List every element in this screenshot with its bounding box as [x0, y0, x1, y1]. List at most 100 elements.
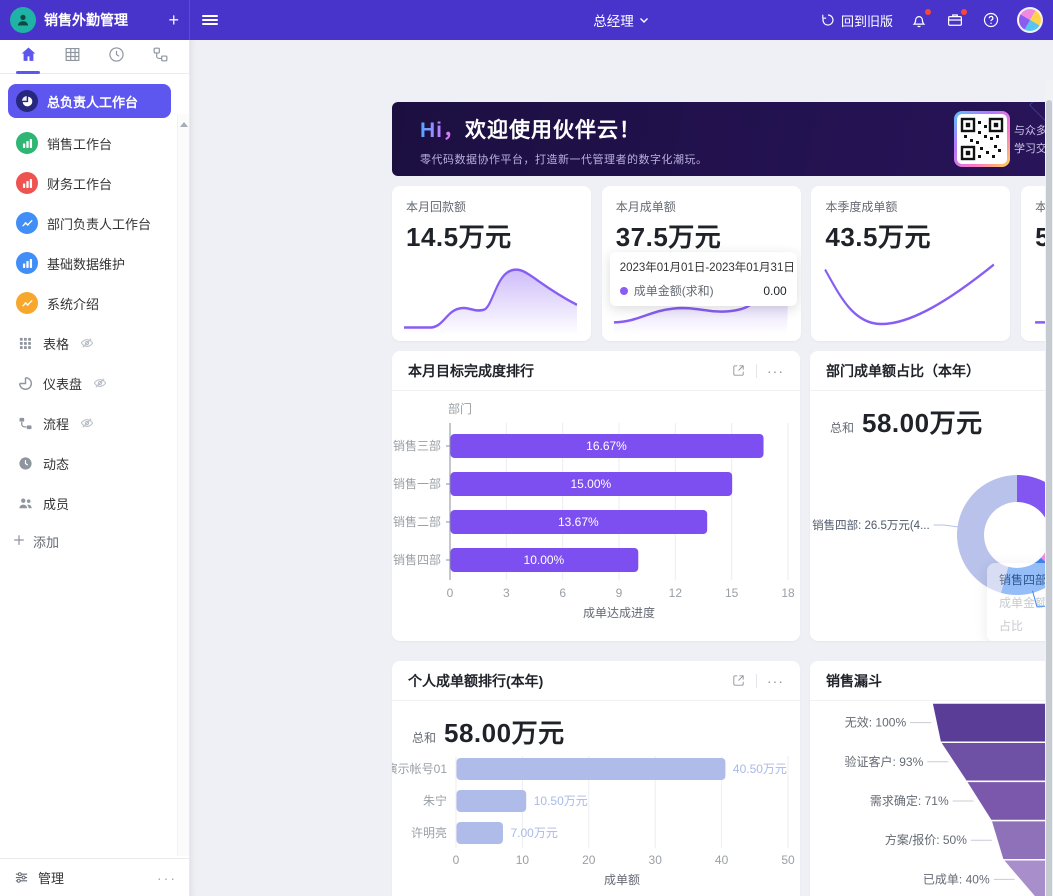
scroll-up-arrow[interactable]: [180, 122, 188, 127]
series-dot: [619, 286, 628, 295]
card-title: 部门成单额占比（本年）: [826, 362, 980, 379]
svg-text:无效: 100%: 无效: 100%: [845, 715, 907, 730]
sidebar-add-button[interactable]: 添加: [8, 528, 171, 555]
card-header: 部门成单额占比（本年） ···: [810, 351, 1053, 391]
bar-chart-icon: [16, 132, 38, 154]
role-selector-wrap: 总经理: [190, 0, 1053, 40]
sidebar-item-label: 财务工作台: [47, 176, 113, 192]
org-icon: [151, 45, 170, 69]
history-icon: [107, 45, 126, 69]
sidebar-scrollbar[interactable]: [177, 114, 189, 856]
svg-text:30: 30: [649, 853, 663, 867]
stat-value: 43.5万元: [825, 222, 931, 252]
donut-total: 总和 58.00万元: [830, 408, 983, 438]
bell-icon: [912, 16, 926, 28]
svg-text:15: 15: [725, 586, 739, 600]
home-icon: [19, 45, 38, 69]
manage-more-button[interactable]: ···: [157, 869, 177, 886]
svg-text:9: 9: [616, 586, 623, 600]
sidebar-item[interactable]: 财务工作台: [8, 168, 171, 198]
add-app-button[interactable]: +: [168, 10, 179, 30]
stat-tooltip: 2023年01月01日-2023年01月31日 成单金额(求和) 0.00: [609, 252, 797, 306]
sidebar-item-label: 基础数据维护: [47, 256, 126, 272]
card-personal-ranking: 个人成单额排行(本年) ··· 总和 58.00万元 0 10 20 30 40 50 演示…: [392, 661, 800, 896]
back-to-old-version-button[interactable]: 回到旧版: [820, 11, 893, 30]
card-title: 本月目标完成度排行: [408, 362, 534, 379]
manage-label[interactable]: 管理: [38, 871, 65, 886]
sidebar-tab-history[interactable]: [95, 40, 139, 73]
svg-text:40: 40: [715, 853, 729, 867]
page-scrollbar[interactable]: [1045, 80, 1053, 896]
more-options-button[interactable]: ···: [767, 362, 784, 379]
griddots-icon: [16, 334, 34, 352]
app-logo: [10, 7, 36, 33]
gauge-icon: [16, 374, 34, 392]
card-header: 本月目标完成度排行 ···: [392, 351, 800, 391]
sidebar-item-label: 动态: [43, 456, 70, 472]
svg-text:销售三部: 销售三部: [393, 438, 441, 453]
sidebar-item[interactable]: 总负责人工作台: [8, 84, 171, 118]
sidebar: 总负责人工作台销售工作台财务工作台部门负责人工作台基础数据维护系统介绍表格仪表盘…: [0, 40, 190, 896]
app-header-left: 销售外勤管理 +: [0, 0, 190, 40]
eye-off-icon[interactable]: [80, 336, 94, 350]
sidebar-item[interactable]: 系统介绍: [8, 288, 171, 318]
user-avatar[interactable]: [1017, 7, 1043, 33]
svg-text:许明亮: 许明亮: [411, 825, 447, 840]
eye-off-icon[interactable]: [93, 376, 107, 390]
qr-code: [954, 111, 1010, 167]
sidebar-footer: 管理 ···: [0, 858, 189, 896]
stat-label: 本月成单额: [615, 200, 676, 214]
banner-title: Hi，欢迎使用伙伴云！: [420, 119, 641, 142]
menu-toggle-button[interactable]: [202, 13, 218, 27]
qr-caption: 与众多新一代优秀管理者 学习交流，打造你的专属CRM: [1013, 125, 1053, 155]
help-button[interactable]: [981, 10, 1001, 30]
stat-label: 本月回款额: [406, 200, 467, 214]
sidebar-item[interactable]: 成员: [8, 488, 171, 518]
eye-off-icon[interactable]: [80, 416, 94, 430]
svg-text:12: 12: [669, 586, 683, 600]
svg-text:销售二部: 销售二部: [393, 514, 441, 529]
sidebar-item[interactable]: 仪表盘: [8, 368, 171, 398]
series-label: 成单金额(求和): [633, 284, 714, 298]
svg-text:成单额: 成单额: [604, 873, 640, 887]
table-icon: [63, 45, 82, 69]
more-options-button[interactable]: ···: [767, 672, 784, 689]
sidebar-item-label: 表格: [43, 336, 70, 352]
stat-value: 37.5万元: [615, 222, 722, 252]
scrollbar-thumb[interactable]: [1046, 100, 1052, 896]
welcome-banner: Hi，欢迎使用伙伴云！ 零代码数据协作平台，打造新一代管理者的数字化潮玩。 与众…: [392, 102, 1053, 176]
sidebar-item[interactable]: 部门负责人工作台: [8, 208, 171, 238]
back-to-old-label: 回到旧版: [840, 13, 893, 29]
svg-text:0: 0: [447, 586, 454, 600]
sidebar-tab-home[interactable]: [6, 40, 50, 74]
clocksolid-icon: [16, 454, 34, 472]
sidebar-item-label: 成员: [43, 496, 70, 512]
donut-labels: 销售一部: 9.5万元(16.38%)销售三部: 12万元(20....销售二部…: [810, 391, 1053, 641]
role-selector[interactable]: 总经理: [593, 10, 650, 30]
manage-sliders-icon: [12, 869, 30, 887]
card-sales-funnel: 销售漏斗 ··· 无效: 100% 验证客户: 93% 需求确定: 71% 方案/报价…: [810, 661, 1053, 896]
pie-chart-icon: [16, 90, 38, 112]
sidebar-item[interactable]: 动态: [8, 448, 171, 478]
sidebar-tab-table[interactable]: [50, 40, 94, 73]
expand-icon[interactable]: [731, 363, 746, 378]
sidebar-item[interactable]: 流程: [8, 408, 171, 438]
svg-text:成单达成进度: 成单达成进度: [583, 605, 655, 620]
workspace-button[interactable]: [945, 9, 967, 30]
sidebar-item[interactable]: 基础数据维护: [8, 248, 171, 278]
flow-icon: [16, 414, 34, 432]
expand-icon[interactable]: [731, 673, 746, 688]
sidebar-tab-org[interactable]: [139, 40, 183, 73]
svg-text:50: 50: [781, 853, 795, 867]
topbar-actions: 回到旧版: [820, 0, 1043, 40]
notifications-button[interactable]: [909, 9, 931, 30]
sidebar-item[interactable]: 表格: [8, 328, 171, 358]
funnel-chart-sales: 无效: 100% 验证客户: 93% 需求确定: 71% 方案/报价: 50% 已成单:…: [810, 701, 1053, 896]
svg-text:演示帐号01: 演示帐号01: [392, 761, 447, 776]
svg-text:方案/报价: 50%: 方案/报价: 50%: [885, 832, 967, 847]
bar-chart-monthly-target: 0 3 6 9 12 15 18 部门 销售三部 16.67% 销售一部 15.00% 销售二部 13.6…: [392, 391, 800, 641]
plus-icon: [12, 533, 26, 550]
sidebar-item[interactable]: 销售工作台: [8, 128, 171, 158]
main-content: Hi，欢迎使用伙伴云！ 零代码数据协作平台，打造新一代管理者的数字化潮玩。 与众…: [190, 40, 1053, 896]
